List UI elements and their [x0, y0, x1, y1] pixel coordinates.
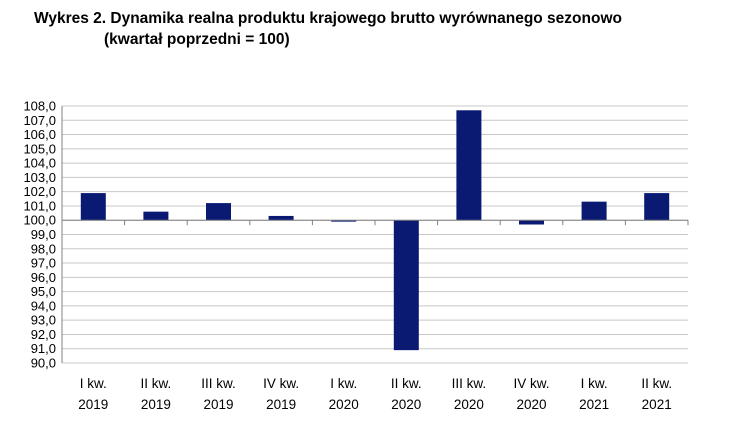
x-tick-label-year: 2020 [329, 397, 359, 412]
x-tick-label-year: 2019 [266, 397, 296, 412]
bar [80, 193, 106, 221]
x-tick-label-quarter: II kw. [641, 376, 672, 391]
y-tick-label: 108,0 [23, 99, 56, 114]
bar [143, 211, 169, 221]
y-tick-label: 106,0 [23, 127, 56, 142]
y-tick-label: 90,0 [31, 356, 56, 371]
x-tick-label-quarter: IV kw. [263, 376, 299, 391]
bar [456, 110, 482, 221]
bar [519, 220, 544, 225]
y-tick-label: 97,0 [31, 256, 56, 271]
chart-title-line2: (kwartał poprzedni = 100) [104, 31, 290, 48]
y-tick-label: 92,0 [31, 327, 56, 342]
y-tick-label: 103,0 [23, 170, 56, 185]
x-tick-label-quarter: I kw. [330, 376, 357, 391]
x-tick-label-year: 2019 [141, 397, 171, 412]
x-tick-label-quarter: III kw. [452, 376, 487, 391]
y-tick-label: 105,0 [23, 141, 56, 156]
y-tick-label: 93,0 [31, 313, 56, 328]
y-tick-label: 104,0 [23, 156, 56, 171]
x-tick-label-quarter: III kw. [201, 376, 236, 391]
x-tick-label-year: 2020 [516, 397, 546, 412]
y-tick-label: 96,0 [31, 270, 56, 285]
x-tick-label-quarter: II kw. [141, 376, 172, 391]
y-tick-label: 99,0 [31, 227, 56, 242]
x-tick-label-quarter: IV kw. [513, 376, 549, 391]
x-tick-label-year: 2021 [642, 397, 672, 412]
y-tick-label: 98,0 [31, 241, 56, 256]
x-tick-label-year: 2020 [391, 397, 421, 412]
chart-title: Wykres 2. Dynamika realna produktu krajo… [34, 8, 714, 50]
y-tick-label: 107,0 [23, 113, 56, 128]
bar [268, 215, 294, 221]
x-tick-label-quarter: I kw. [80, 376, 107, 391]
x-tick-label-quarter: I kw. [581, 376, 608, 391]
y-tick-label: 95,0 [31, 284, 56, 299]
x-tick-label-year: 2019 [78, 397, 108, 412]
y-tick-label: 101,0 [23, 198, 56, 213]
bar [393, 220, 419, 351]
y-tick-label: 94,0 [31, 298, 56, 313]
y-tick-label: 91,0 [31, 341, 56, 356]
bar [581, 201, 607, 221]
bar [331, 220, 357, 222]
chart-title-line1: Wykres 2. Dynamika realna produktu krajo… [34, 10, 622, 27]
bar [644, 193, 670, 221]
y-tick-label: 102,0 [23, 184, 56, 199]
x-tick-label-year: 2020 [454, 397, 484, 412]
bar [206, 203, 231, 221]
x-tick-label-year: 2021 [579, 397, 609, 412]
x-tick-label-year: 2019 [203, 397, 233, 412]
y-tick-label: 100,0 [23, 213, 56, 228]
x-tick-label-quarter: II kw. [391, 376, 422, 391]
